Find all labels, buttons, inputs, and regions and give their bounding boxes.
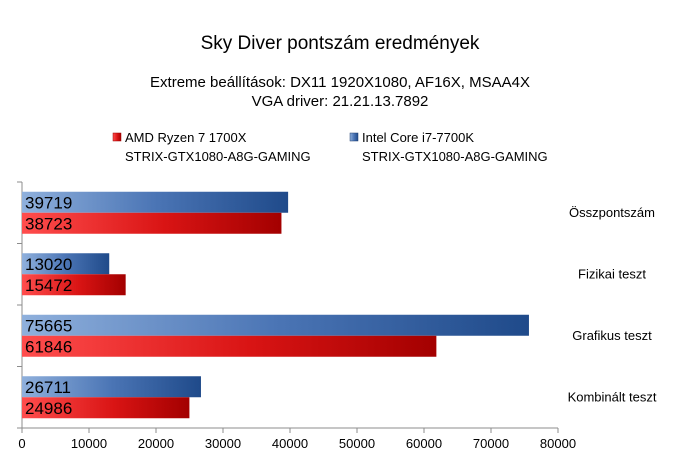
data-label-intel: 39719 xyxy=(25,193,72,212)
x-tick-label: 50000 xyxy=(339,436,375,451)
data-label-intel: 26711 xyxy=(25,378,71,397)
bar-amd xyxy=(22,274,126,296)
data-label-intel: 13020 xyxy=(25,255,72,274)
legend-label-amd-line-1: AMD Ryzen 7 1700X xyxy=(125,130,247,145)
bar-intel xyxy=(22,314,529,336)
legend: AMD Ryzen 7 1700X STRIX-GTX1080-A8G-GAMI… xyxy=(112,130,548,164)
data-label-amd: 24986 xyxy=(25,399,72,418)
chart-title: Sky Diver pontszám eredmények xyxy=(201,33,480,54)
x-tick-label: 60000 xyxy=(406,436,442,451)
bar-intel xyxy=(22,191,289,213)
x-tick-label: 20000 xyxy=(138,436,174,451)
plot-area: 0 10000 20000 30000 40000 50000 60000 70000 8000… xyxy=(17,181,657,451)
category-label: Fizikai teszt xyxy=(578,266,646,281)
bar-amd xyxy=(22,397,190,419)
x-tick-label: 40000 xyxy=(272,436,308,451)
legend-label-intel-line-2: STRIX-GTX1080-A8G-GAMING xyxy=(362,149,548,164)
data-label-amd: 15472 xyxy=(25,276,72,295)
chart-subtitle-line-1: Extreme beállítások: DX11 1920X1080, AF1… xyxy=(150,74,530,91)
bar-amd xyxy=(22,212,282,234)
x-tick-label: 70000 xyxy=(473,436,509,451)
category-label: Grafikus teszt xyxy=(572,328,652,343)
data-label-intel: 75665 xyxy=(25,316,72,335)
x-tick-label: 30000 xyxy=(205,436,241,451)
data-label-amd: 61846 xyxy=(25,337,72,356)
data-label-amd: 38723 xyxy=(25,214,72,233)
x-tick-label: 80000 xyxy=(540,436,576,451)
category-label: Kombinált teszt xyxy=(568,389,657,404)
legend-swatch-intel xyxy=(349,132,359,142)
legend-label-amd-line-2: STRIX-GTX1080-A8G-GAMING xyxy=(125,149,311,164)
legend-label-intel-line-1: Intel Core i7-7700K xyxy=(362,130,474,145)
bar-amd xyxy=(22,335,437,357)
legend-swatch-amd xyxy=(112,132,122,142)
bar-intel xyxy=(22,253,110,275)
category-label: Összpontszám xyxy=(569,205,655,220)
chart-subtitle-line-2: VGA driver: 21.21.13.7892 xyxy=(252,93,429,110)
bar-intel xyxy=(22,376,201,398)
x-tick-label: 0 xyxy=(18,436,25,451)
x-tick-label: 10000 xyxy=(71,436,107,451)
